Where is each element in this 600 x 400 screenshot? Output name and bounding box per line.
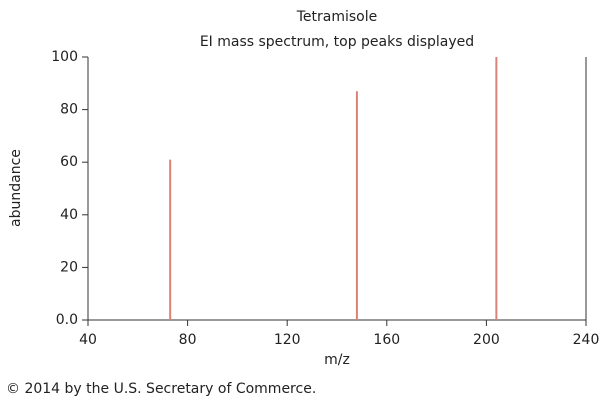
y-tick-label: 20 [60,259,78,275]
x-tick-label: 80 [179,332,197,348]
x-tick-label: 240 [573,332,600,348]
y-tick-label: 100 [51,49,78,65]
x-tick-label: 200 [473,332,500,348]
chart-subtitle: EI mass spectrum, top peaks displayed [200,34,474,50]
x-tick-label: 40 [79,332,97,348]
x-axis-label: m/z [324,352,350,368]
x-tick-label: 160 [373,332,400,348]
y-axis-label: abundance [8,149,24,227]
y-tick-label: 80 [60,102,78,118]
x-tick-label: 120 [274,332,301,348]
footer: © 2014 by the U.S. Secretary of Commerce… [6,381,316,397]
chart-title: Tetramisole [296,9,378,25]
y-tick-label: 0.0 [56,312,78,328]
y-tick-label: 40 [60,207,78,223]
y-tick-label: 60 [60,154,78,170]
